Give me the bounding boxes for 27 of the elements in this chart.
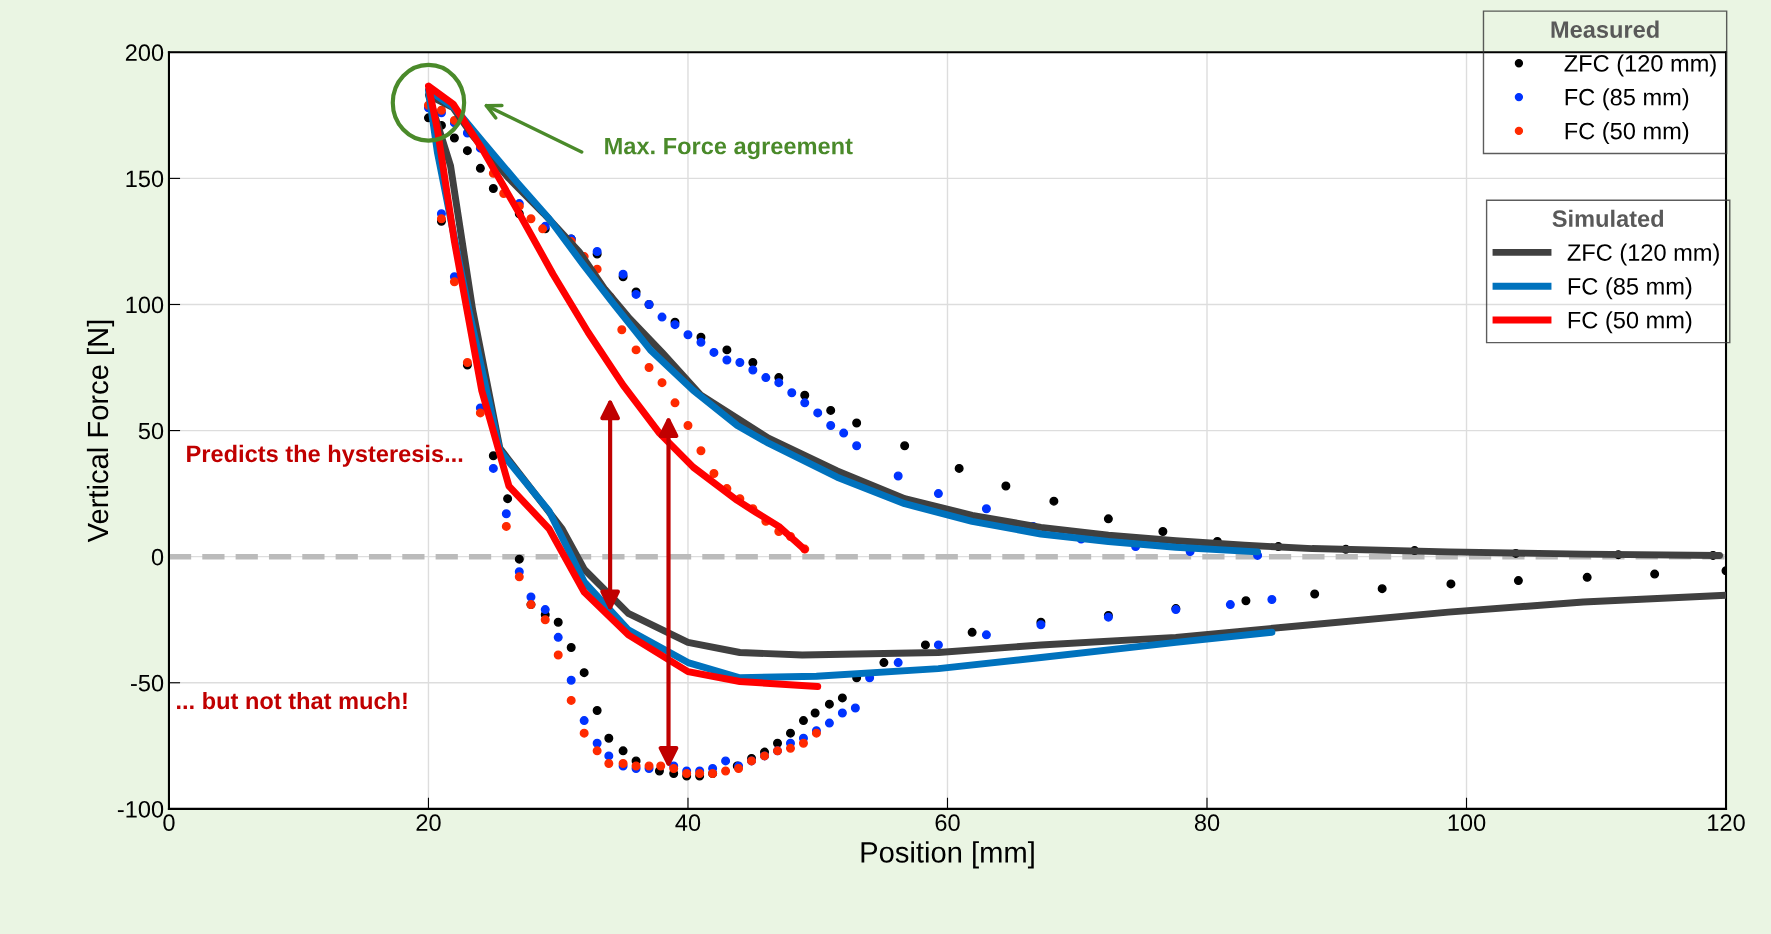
x-tick-label: 0 bbox=[163, 814, 175, 832]
text: Measured bbox=[1551, 20, 1659, 38]
y-tick-label: -50 bbox=[131, 674, 164, 692]
y-tick-label: 100 bbox=[126, 296, 164, 314]
legend-label: ZFC (120 mm) bbox=[1567, 243, 1719, 266]
legend-label: FC (85 mm) bbox=[1568, 277, 1692, 300]
y-tick-label: 0 bbox=[151, 548, 164, 566]
x-tick-label: 100 bbox=[1448, 814, 1486, 832]
annotation: Max. Force agreement bbox=[605, 137, 853, 160]
annotation: ... but not that much! bbox=[177, 691, 407, 710]
x-tick-label: 60 bbox=[935, 814, 960, 832]
legend-label: FC (85 mm) bbox=[1565, 88, 1689, 111]
x-tick-label: 40 bbox=[675, 814, 701, 832]
legend-label: ZFC (120 mm) bbox=[1564, 54, 1716, 77]
legend-label: FC (50 mm) bbox=[1568, 311, 1692, 334]
y-tick-label: 200 bbox=[125, 44, 164, 62]
legend-label: FC (50 mm) bbox=[1565, 122, 1689, 145]
x-tick-label: 120 bbox=[1708, 814, 1745, 832]
annotation: Predicts the hysteresis... bbox=[187, 444, 463, 467]
y-tick-label: 150 bbox=[126, 170, 164, 188]
text: Simulated bbox=[1552, 209, 1664, 228]
y-tick-label: -100 bbox=[117, 800, 164, 818]
y-tick-label: 50 bbox=[138, 422, 164, 440]
x-tick-label: 80 bbox=[1194, 814, 1220, 832]
x-tick-label: 20 bbox=[416, 814, 441, 832]
x-axis-title: Position [mm] bbox=[861, 841, 1034, 869]
y-axis-title: Vertical Force [N] bbox=[86, 320, 115, 543]
